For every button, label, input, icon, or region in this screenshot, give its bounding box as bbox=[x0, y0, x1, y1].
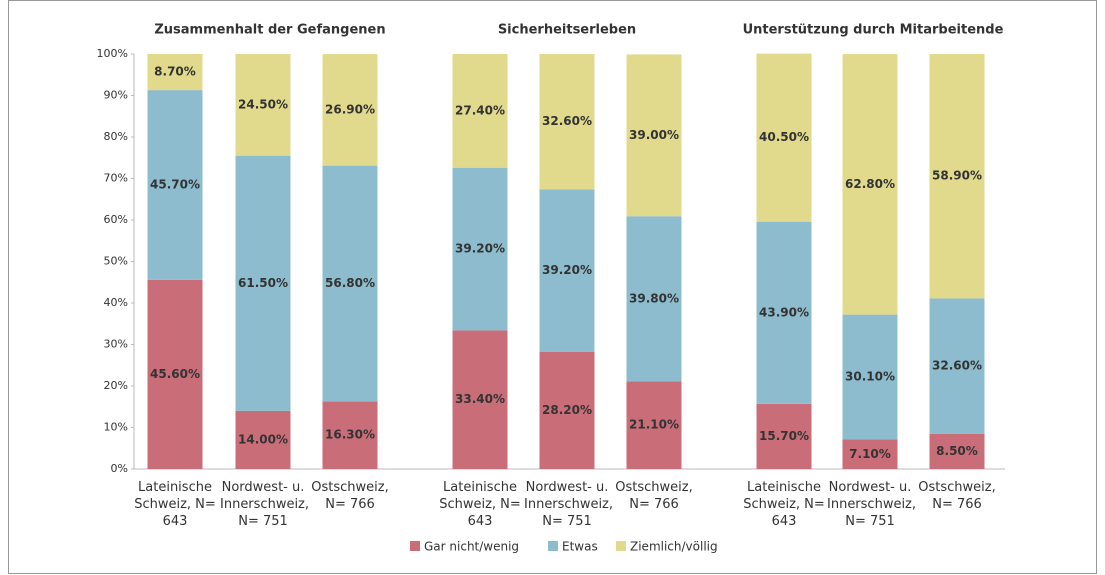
x-tick-label: Ostschweiz, N= 766 bbox=[615, 480, 693, 512]
bar-segment bbox=[626, 381, 682, 469]
bar-segment bbox=[626, 54, 682, 217]
value-label: 32.60% bbox=[932, 359, 982, 373]
group-title: Zusammenhalt der Gefangenen bbox=[154, 23, 385, 38]
value-label: 39.00% bbox=[629, 128, 679, 142]
bar-segment bbox=[929, 54, 985, 299]
value-label: 8.70% bbox=[154, 65, 196, 79]
value-label: 40.50% bbox=[759, 130, 809, 144]
value-label: 56.80% bbox=[325, 276, 375, 290]
bar-segment bbox=[452, 167, 508, 331]
bar-segment bbox=[626, 216, 682, 382]
value-label: 62.80% bbox=[845, 177, 895, 191]
legend-swatch bbox=[548, 541, 558, 551]
value-label: 24.50% bbox=[238, 97, 288, 111]
y-tick-label: 40% bbox=[104, 296, 128, 309]
bar-segment bbox=[756, 221, 812, 404]
x-tick-label: Ostschweiz, N= 766 bbox=[311, 480, 389, 512]
legend-swatch bbox=[616, 541, 626, 551]
value-label: 7.10% bbox=[849, 447, 891, 461]
bar-segment bbox=[929, 433, 985, 469]
value-label: 8.50% bbox=[936, 444, 978, 458]
legend-label: Gar nicht/wenig bbox=[424, 540, 519, 554]
value-label: 33.40% bbox=[455, 392, 505, 406]
x-tick-label: Lateinische Schweiz, N= 643 bbox=[134, 480, 216, 529]
legend-label: Ziemlich/völlig bbox=[630, 540, 718, 554]
value-label: 14.00% bbox=[238, 432, 288, 446]
legend-label: Etwas bbox=[562, 540, 598, 554]
value-label: 61.50% bbox=[238, 276, 288, 290]
bar-segment bbox=[452, 330, 508, 469]
y-tick-label: 10% bbox=[104, 421, 128, 434]
y-tick-label: 90% bbox=[104, 89, 128, 102]
value-label: 15.70% bbox=[759, 429, 809, 443]
value-label: 58.90% bbox=[932, 169, 982, 183]
bar-segment bbox=[929, 298, 985, 434]
value-label: 28.20% bbox=[542, 403, 592, 417]
bar-segment bbox=[756, 403, 812, 469]
value-label: 45.60% bbox=[150, 367, 200, 381]
x-tick-label: Nordwest- u. Innerschweiz, N= 751 bbox=[827, 480, 917, 529]
y-tick-label: 70% bbox=[104, 172, 128, 185]
bar-segment bbox=[842, 439, 898, 469]
value-label: 30.10% bbox=[845, 370, 895, 384]
bar-segment bbox=[147, 54, 203, 91]
value-label: 39.80% bbox=[629, 291, 679, 305]
value-label: 39.20% bbox=[542, 263, 592, 277]
value-label: 21.10% bbox=[629, 418, 679, 432]
x-tick-label: Nordwest- u. Innerschweiz, N= 751 bbox=[220, 480, 310, 529]
x-tick-label: Ostschweiz, N= 766 bbox=[918, 480, 996, 512]
value-label: 39.20% bbox=[455, 242, 505, 256]
bar-segment bbox=[842, 314, 898, 440]
y-tick-label: 0% bbox=[111, 462, 128, 475]
value-label: 27.40% bbox=[455, 103, 505, 117]
frame bbox=[8, 0, 1097, 574]
bar-segment bbox=[322, 401, 378, 469]
x-tick-label: Lateinische Schweiz, N= 643 bbox=[439, 480, 521, 529]
bar-segment bbox=[539, 189, 595, 352]
x-tick-label: Lateinische Schweiz, N= 643 bbox=[743, 480, 825, 529]
group-title: Sicherheitserleben bbox=[498, 23, 636, 38]
bar-segment bbox=[756, 53, 812, 222]
bar-segment bbox=[322, 165, 378, 402]
x-tick-label: Nordwest- u. Innerschweiz, N= 751 bbox=[524, 480, 614, 529]
y-tick-label: 80% bbox=[104, 130, 128, 143]
value-label: 43.90% bbox=[759, 305, 809, 319]
bar-segment bbox=[539, 54, 595, 190]
bar-segment bbox=[322, 54, 378, 166]
y-tick-label: 20% bbox=[104, 379, 128, 392]
bar-segment bbox=[235, 410, 291, 469]
value-label: 16.30% bbox=[325, 428, 375, 442]
y-tick-label: 60% bbox=[104, 213, 128, 226]
y-tick-label: 30% bbox=[104, 338, 128, 351]
y-tick-label: 50% bbox=[104, 255, 128, 268]
value-label: 45.70% bbox=[150, 177, 200, 191]
value-label: 32.60% bbox=[542, 114, 592, 128]
y-tick-label: 100% bbox=[97, 47, 128, 60]
bar-segment bbox=[235, 155, 291, 411]
group-title: Unterstützung durch Mitarbeitende bbox=[743, 23, 1004, 38]
legend-swatch bbox=[410, 541, 420, 551]
bar-segment bbox=[235, 54, 291, 156]
bar-segment bbox=[539, 351, 595, 469]
bar-segment bbox=[147, 279, 203, 469]
bar-segment bbox=[452, 54, 508, 168]
bar-segment bbox=[147, 90, 203, 280]
value-label: 26.90% bbox=[325, 102, 375, 116]
bar-segment bbox=[842, 54, 898, 315]
